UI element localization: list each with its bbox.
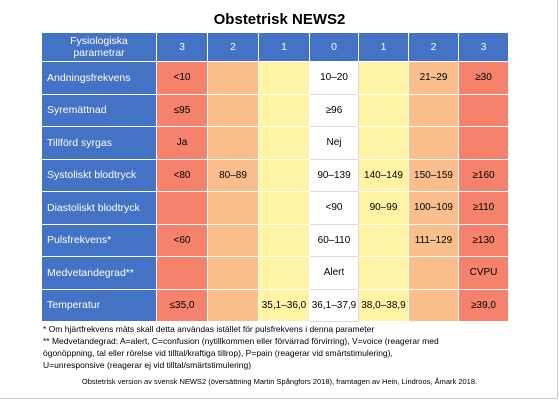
row-label: Medvetandegrad** — [41, 256, 157, 290]
table-cell: ≥30 — [458, 61, 509, 95]
table-cell — [458, 126, 509, 160]
table-cell: 60–110 — [309, 223, 359, 257]
table-cell: ≥39,0 — [458, 288, 509, 322]
table-row-temperatur: Temperatur ≤35,0 35,1–36,0 36,1–37,9 38,… — [41, 288, 509, 322]
table-cell — [408, 93, 459, 127]
table-cell: CVPU — [458, 256, 509, 290]
score-header-3-low: 3 — [156, 32, 208, 62]
table-cell: 111–129 — [408, 223, 459, 257]
footnote-consciousness-line2: ögonöppning, tal eller rörelse vid tillt… — [43, 348, 393, 358]
table-cell — [207, 93, 259, 127]
table-cell — [458, 93, 509, 127]
table-cell — [156, 256, 208, 290]
table-cell — [207, 288, 259, 322]
news2-table: Fysiologiska parametrar 3 2 1 0 1 2 3 An… — [41, 32, 509, 322]
table-cell — [258, 126, 310, 160]
row-label: Temperatur — [41, 288, 157, 322]
score-header-3-high: 3 — [458, 32, 509, 62]
table-row-pulsfrekvens: Pulsfrekvens* <60 60–110 111–129 ≥130 — [41, 223, 509, 257]
table-cell — [258, 191, 310, 225]
table-cell — [408, 126, 459, 160]
table-cell — [358, 126, 409, 160]
table-cell: ≤35,0 — [156, 288, 208, 322]
footnotes: * Om hjärtfrekvens mäts skall detta anvä… — [43, 323, 543, 371]
table-cell — [258, 93, 310, 127]
param-header: Fysiologiska parametrar — [41, 32, 157, 62]
table-cell: ≥160 — [458, 158, 509, 192]
table-cell: 90–139 — [309, 158, 359, 192]
table-cell: <80 — [156, 158, 208, 192]
table-row-syremattnad: Syremättnad ≤95 ≥96 — [41, 93, 509, 127]
score-header-2-low: 2 — [207, 32, 259, 62]
table-cell: ≥96 — [309, 93, 359, 127]
table-cell: 21–29 — [408, 61, 459, 95]
footnote-pulse: * Om hjärtfrekvens mäts skall detta anvä… — [43, 324, 375, 334]
table-cell: ≥130 — [458, 223, 509, 257]
row-label: Pulsfrekvens* — [41, 223, 157, 257]
table-cell: 10–20 — [309, 61, 359, 95]
table-row-medvetandegrad: Medvetandegrad** Alert CVPU — [41, 256, 509, 290]
score-header-1-low: 1 — [258, 32, 310, 62]
table-cell — [207, 256, 259, 290]
table-cell: <60 — [156, 223, 208, 257]
table-cell — [358, 93, 409, 127]
score-header-2-high: 2 — [408, 32, 459, 62]
table-cell: 150–159 — [408, 158, 459, 192]
row-label: Andningsfrekvens — [41, 61, 157, 95]
table-row-diastoliskt-blodtryck: Diastoliskt blodtryck <90 90–99 100–109 … — [41, 191, 509, 225]
source-citation: Obstetrisk version av svensk NEWS2 (över… — [81, 377, 478, 386]
table-cell — [207, 223, 259, 257]
row-label: Syremättnad — [41, 93, 157, 127]
header-row: Fysiologiska parametrar 3 2 1 0 1 2 3 — [41, 32, 509, 62]
table-cell — [358, 61, 409, 95]
table-cell: <10 — [156, 61, 208, 95]
table-cell: Nej — [309, 126, 359, 160]
table-cell: 80–89 — [207, 158, 259, 192]
table-cell — [258, 256, 310, 290]
table-cell — [156, 191, 208, 225]
table-cell: Alert — [309, 256, 359, 290]
table-cell — [207, 61, 259, 95]
table-cell: 100–109 — [408, 191, 459, 225]
table-cell: ≤95 — [156, 93, 208, 127]
page-title: Obstetrisk NEWS2 — [213, 11, 346, 28]
table-cell — [258, 223, 310, 257]
table-cell: 140–149 — [358, 158, 409, 192]
row-label: Systoliskt blodtryck — [41, 158, 157, 192]
table-row-tillford-syrgas: Tillförd syrgas Ja Nej — [41, 126, 509, 160]
table-cell: ≥110 — [458, 191, 509, 225]
table-cell — [358, 256, 409, 290]
table-cell — [408, 256, 459, 290]
table-cell: <90 — [309, 191, 359, 225]
table-cell: Ja — [156, 126, 208, 160]
param-header-line1: Fysiologiska — [70, 35, 128, 47]
score-header-1-high: 1 — [358, 32, 409, 62]
table-row-andningsfrekvens: Andningsfrekvens <10 10–20 21–29 ≥30 — [41, 61, 509, 95]
row-label: Tillförd syrgas — [41, 126, 157, 160]
row-label: Diastoliskt blodtryck — [41, 191, 157, 225]
footnote-consciousness-line1: ** Medvetandegrad: A=alert, C=confusion … — [43, 336, 439, 346]
score-header-0: 0 — [309, 32, 359, 62]
table-cell: 90–99 — [358, 191, 409, 225]
param-header-line2: parametrar — [73, 47, 125, 59]
table-cell — [207, 126, 259, 160]
table-cell — [358, 223, 409, 257]
table-cell — [258, 158, 310, 192]
table-cell — [207, 191, 259, 225]
footnote-consciousness-line3: U=unresponsive (reagerar ej vid tilltal/… — [43, 360, 252, 370]
table-cell: 38,0–38,9 — [358, 288, 409, 322]
table-cell — [408, 288, 459, 322]
table-row-systoliskt-blodtryck: Systoliskt blodtryck <80 80–89 90–139 14… — [41, 158, 509, 192]
table-cell: 35,1–36,0 — [258, 288, 310, 322]
table-cell — [258, 61, 310, 95]
table-cell: 36,1–37,9 — [309, 288, 359, 322]
